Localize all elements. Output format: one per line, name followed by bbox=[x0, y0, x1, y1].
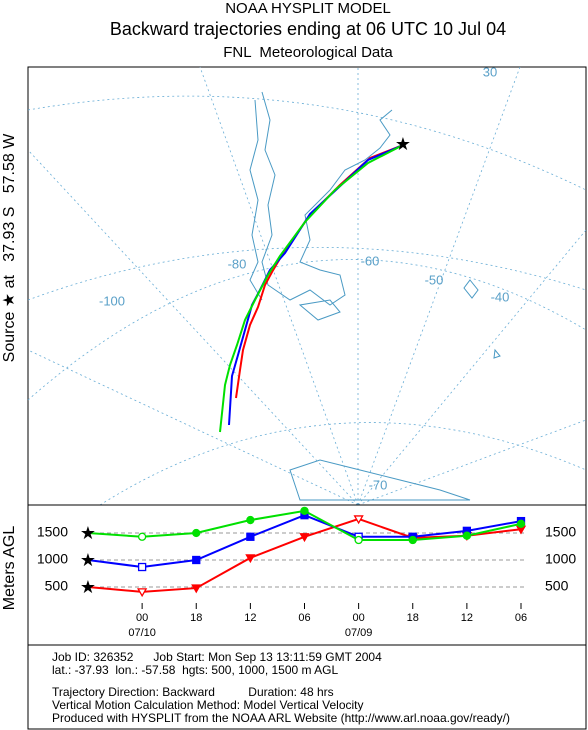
y-axis-label: Meters AGL bbox=[1, 526, 18, 611]
footer-line: Trajectory Direction: Backward Duration:… bbox=[52, 685, 334, 699]
y-tick-label: 1500 bbox=[37, 524, 68, 540]
x-tick-label: 12 bbox=[461, 612, 473, 624]
footer: Job ID: 326352 Job Start: Mon Sep 13 13:… bbox=[52, 650, 510, 725]
marker bbox=[246, 515, 255, 525]
map-label: -40 bbox=[491, 289, 510, 304]
marker bbox=[299, 533, 310, 543]
marker bbox=[353, 515, 364, 525]
marker bbox=[246, 532, 255, 541]
map-label: -50 bbox=[425, 272, 444, 287]
map-label: -70 bbox=[369, 477, 388, 492]
source-label: Source ★ at 37.93 S 57.58 W bbox=[1, 133, 18, 363]
x-tick-label: 00 bbox=[136, 612, 148, 624]
x-tick-label: 06 bbox=[298, 612, 310, 624]
x-tick-label: 12 bbox=[244, 612, 256, 624]
marker bbox=[245, 554, 256, 564]
marker bbox=[137, 532, 147, 541]
map-label: 30 bbox=[483, 64, 497, 79]
marker bbox=[137, 588, 148, 598]
height-chart: 500 500 1000 1000 1500 1500 00 18 12 06 00 18 12 06 07… bbox=[37, 506, 576, 639]
footer-line: Job ID: 326352 Job Start: Mon Sep 13 13:… bbox=[52, 650, 382, 664]
y-tick-label-right: 500 bbox=[545, 578, 569, 594]
marker bbox=[516, 519, 526, 528]
data-source: FNL Meteorological Data bbox=[223, 44, 393, 61]
source-star: ★ bbox=[80, 523, 96, 543]
y-tick-label: 500 bbox=[45, 578, 69, 594]
map-frame bbox=[27, 66, 587, 506]
marker bbox=[191, 584, 202, 594]
source-star: ★ bbox=[80, 550, 96, 570]
x-tick-label: 18 bbox=[190, 612, 202, 624]
svg-text:★: ★ bbox=[395, 134, 411, 154]
marker bbox=[192, 528, 201, 538]
marker bbox=[300, 506, 309, 516]
marker bbox=[137, 562, 147, 572]
y-tick-label-right: 1500 bbox=[545, 524, 576, 540]
marker bbox=[408, 535, 417, 545]
graticule bbox=[27, 66, 587, 506]
map-label: -80 bbox=[228, 256, 247, 271]
marker bbox=[462, 531, 472, 540]
footer-line: lat.: -37.93 lon.: -57.58 hgts: 500, 100… bbox=[52, 663, 339, 677]
map-label: -60 bbox=[361, 253, 380, 268]
footer-line: Vertical Motion Calculation Method: Mode… bbox=[52, 698, 364, 712]
y-tick-label-right: 1000 bbox=[545, 551, 576, 567]
footer-line: Produced with HYSPLIT from the NOAA ARL … bbox=[52, 711, 510, 725]
source-star: ★ bbox=[80, 577, 96, 597]
marker bbox=[354, 535, 363, 545]
title: NOAA HYSPLIT MODEL bbox=[225, 0, 391, 17]
date-label: 07/09 bbox=[345, 627, 373, 639]
marker bbox=[192, 555, 201, 565]
subtitle: Backward trajectories ending at 06 UTC 1… bbox=[110, 19, 506, 39]
map-labels: 30 -80 -60 -50 -100 -40 -70 bbox=[99, 64, 509, 492]
x-tick-label: 18 bbox=[407, 612, 419, 624]
height-frame bbox=[27, 504, 587, 646]
map-trajectories: ★ bbox=[219, 134, 411, 433]
footer-frame bbox=[27, 644, 587, 730]
x-tick-label: 00 bbox=[353, 612, 365, 624]
series-line bbox=[87, 517, 522, 593]
map-label: -100 bbox=[99, 293, 125, 308]
x-tick-label: 06 bbox=[515, 612, 527, 624]
y-tick-label: 1000 bbox=[37, 551, 68, 567]
coastlines bbox=[249, 91, 501, 501]
date-label: 07/10 bbox=[128, 627, 156, 639]
